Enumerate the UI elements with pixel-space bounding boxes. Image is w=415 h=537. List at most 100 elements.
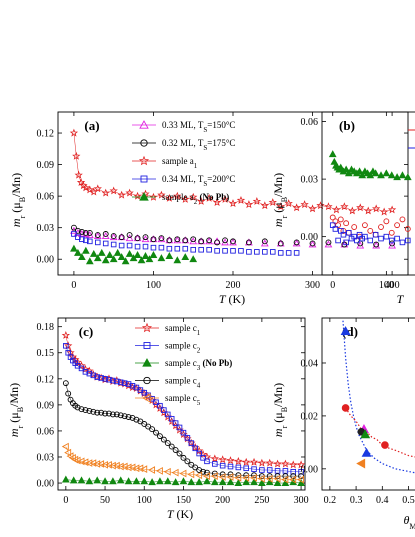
data-point [165, 252, 174, 260]
data-point [173, 236, 182, 244]
data-point [117, 190, 126, 199]
data-point [116, 476, 125, 484]
data-point [172, 447, 179, 453]
data-point [268, 198, 277, 206]
data-point [292, 203, 301, 212]
data-point [61, 475, 70, 483]
data-point [118, 242, 125, 249]
data-point [63, 343, 69, 349]
y-tick-label: 0.09 [37, 400, 55, 411]
data-point [292, 239, 301, 247]
data-point [155, 467, 163, 475]
series-1 [70, 224, 396, 248]
data-point [195, 478, 204, 486]
series-2 [329, 222, 411, 246]
data-point [202, 472, 210, 480]
data-point [387, 171, 396, 179]
data-point [179, 477, 188, 485]
data-point [137, 418, 144, 425]
data-point [110, 233, 117, 240]
data-point [65, 390, 72, 397]
x-tick-label: 0.5 [402, 495, 415, 506]
data-point [77, 361, 86, 370]
legend-label: 0.34 ML, TS=200°C [162, 174, 235, 188]
data-point [61, 331, 71, 339]
data-point [388, 237, 395, 244]
plot-frame [321, 111, 415, 276]
data-point [86, 230, 93, 236]
data-point [79, 236, 85, 243]
data-point [160, 436, 167, 443]
legend-label: 0.33 ML, TS=150°C [162, 120, 235, 134]
data-point [125, 188, 134, 197]
data-point [117, 379, 124, 386]
data-point [174, 236, 181, 243]
data-point [150, 236, 157, 243]
data-point [222, 237, 228, 244]
data-point [157, 254, 166, 262]
data-point [180, 454, 187, 461]
y-tick-label: 0.12 [37, 374, 55, 385]
data-point [336, 163, 345, 171]
legend-marker [139, 192, 149, 201]
data-point [89, 249, 98, 257]
data-point [403, 173, 412, 181]
data-point [210, 472, 218, 480]
y-tick-label: 0.04 [301, 358, 319, 369]
data-point [285, 250, 292, 256]
data-point [149, 250, 158, 258]
legend-label: sample a2 (No Pb) [162, 192, 229, 206]
data-point [214, 248, 220, 254]
data-point [164, 440, 171, 447]
data-point [105, 250, 114, 258]
data-point [254, 249, 260, 255]
data-point [180, 429, 187, 436]
data-point [218, 473, 226, 481]
data-point [364, 206, 373, 215]
data-point [372, 231, 379, 238]
data-point [367, 237, 374, 244]
data-point [218, 478, 227, 486]
data-point [251, 466, 257, 472]
data-point [142, 243, 149, 250]
data-point [132, 477, 141, 485]
data-point [249, 457, 259, 466]
legend-marker [142, 358, 152, 367]
data-point [383, 218, 390, 225]
panel-d: 0.000.020.040.20.30.40.5(d)mr (μB/Mn)θMn [271, 317, 415, 531]
legend-marker [143, 342, 151, 349]
data-point [257, 474, 265, 483]
plot-area [340, 320, 415, 474]
data-point [297, 475, 305, 484]
data-point [148, 466, 156, 474]
data-point [121, 380, 128, 386]
data-point [74, 248, 82, 256]
x-axis-label: T [397, 292, 405, 306]
data-point [62, 380, 69, 387]
data-point [337, 216, 344, 223]
fit-curve [342, 320, 415, 474]
data-point [181, 194, 190, 203]
data-point [141, 421, 148, 427]
data-point [165, 411, 171, 418]
data-point [382, 169, 391, 177]
data-point [242, 478, 251, 486]
data-point [277, 240, 284, 247]
y-tick-label: 0.06 [301, 117, 319, 128]
data-point [379, 207, 389, 216]
data-point [194, 446, 204, 455]
data-point [118, 234, 125, 241]
data-point [200, 468, 206, 475]
x-tick-label: 0.3 [350, 495, 363, 506]
data-point [98, 375, 104, 381]
data-point [230, 248, 236, 254]
data-point [252, 197, 262, 205]
x-tick-label: 0 [63, 495, 68, 506]
series-4 [70, 244, 198, 265]
data-point [372, 241, 381, 249]
data-point [141, 252, 150, 260]
data-point [109, 255, 118, 263]
data-point [230, 238, 236, 245]
data-point [86, 408, 93, 414]
